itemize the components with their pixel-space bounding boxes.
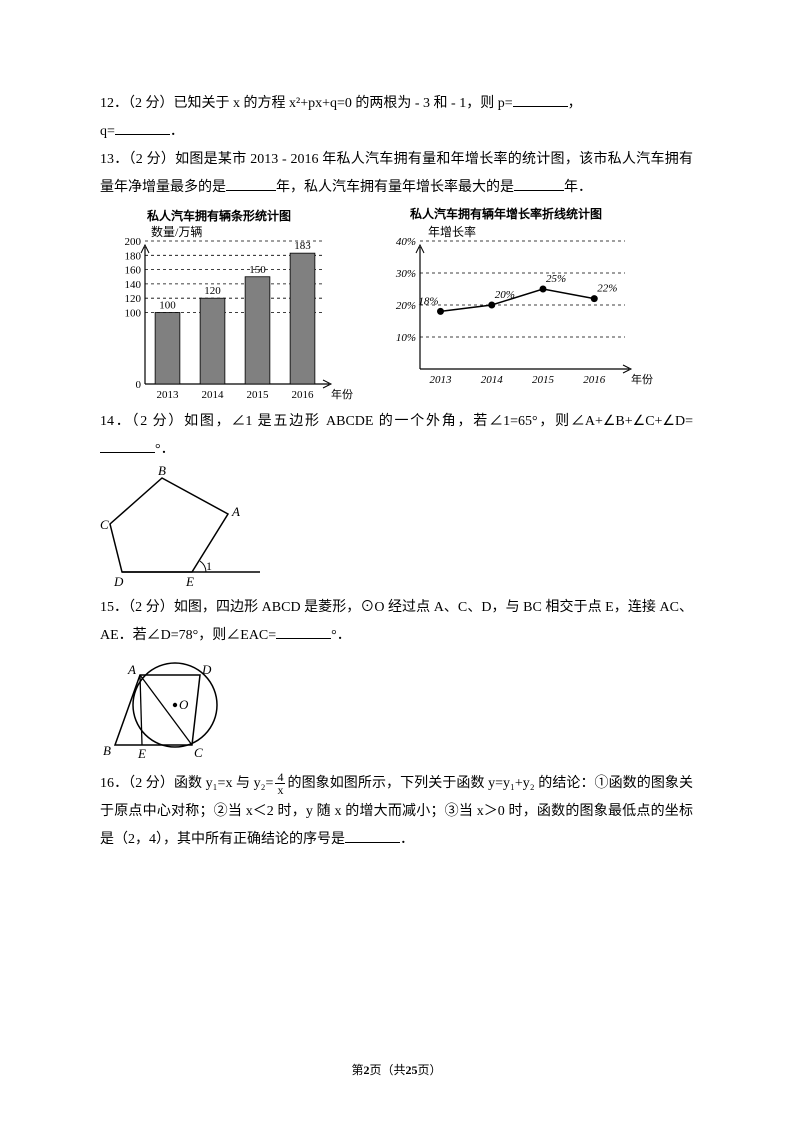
page: 12．（2 分）已知关于 x 的方程 x²+px+q=0 的两根为 - 3 和 … — [0, 0, 793, 1122]
question-16: 16．（2 分）函数 y₁=x 与 y₂=4x的图象如图所示，下列关于函数 y=… — [100, 770, 693, 854]
q15-text-a: 15．（2 分）如图，四边形 ABCD 是菱形，⊙O 经过点 A、C、D，与 B… — [100, 600, 693, 643]
q13-text-b: 年，私人汽车拥有量年增长率最大的是 — [276, 180, 514, 195]
q14-blank — [100, 438, 155, 453]
q12-blank-q — [115, 120, 170, 135]
svg-text:C: C — [100, 517, 109, 532]
svg-text:120: 120 — [125, 293, 142, 305]
line-chart: 私人汽车拥有辆年增长率折线统计图年增长率 10% 20% 30% 40% 18% 2013 2… — [370, 206, 660, 391]
svg-text:140: 140 — [125, 279, 142, 291]
svg-text:183: 183 — [294, 240, 311, 252]
svg-text:B: B — [103, 743, 111, 758]
q16-blank — [345, 828, 400, 843]
q13-blank-1 — [226, 176, 276, 191]
footer-total: 25 — [406, 1063, 418, 1077]
svg-text:100: 100 — [159, 300, 176, 312]
page-footer: 第2页（共25页） — [0, 1058, 793, 1082]
circle-figure: A D C B E O — [100, 650, 240, 770]
q12-text-b: ， — [568, 96, 582, 111]
svg-text:100: 100 — [125, 308, 142, 320]
svg-text:0: 0 — [136, 379, 142, 391]
svg-text:A: A — [231, 504, 240, 519]
svg-text:1: 1 — [206, 559, 212, 573]
svg-text:2015: 2015 — [532, 374, 555, 386]
svg-text:2015: 2015 — [247, 389, 270, 401]
bar-chart: 私人汽车拥有辆条形统计图数量/万辆 0 100 120 140 160 180 200 100 2… — [100, 206, 360, 406]
svg-text:18%: 18% — [418, 295, 438, 307]
svg-text:数量/万辆: 数量/万辆 — [151, 224, 202, 239]
question-15: 15．（2 分）如图，四边形 ABCD 是菱形，⊙O 经过点 A、C、D，与 B… — [100, 594, 693, 650]
svg-text:40%: 40% — [396, 236, 416, 248]
svg-text:150: 150 — [249, 264, 266, 276]
svg-text:D: D — [113, 574, 124, 589]
q12-blank-p — [513, 92, 568, 107]
footer-prefix: 第 — [351, 1063, 363, 1077]
svg-text:25%: 25% — [546, 273, 566, 285]
svg-text:E: E — [137, 746, 146, 761]
q12-text-d: ． — [170, 124, 184, 139]
svg-text:20%: 20% — [396, 300, 416, 312]
svg-text:10%: 10% — [396, 332, 416, 344]
q16-text-c: ． — [400, 832, 414, 847]
question-12: 12．（2 分）已知关于 x 的方程 x²+px+q=0 的两根为 - 3 和 … — [100, 90, 693, 118]
svg-text:2013: 2013 — [430, 374, 453, 386]
svg-text:A: A — [127, 662, 136, 677]
footer-suffix: 页） — [418, 1063, 442, 1077]
svg-text:E: E — [185, 574, 194, 589]
svg-text:180: 180 — [125, 250, 142, 262]
svg-text:2014: 2014 — [202, 389, 225, 401]
svg-text:O: O — [179, 697, 189, 712]
chart-row: 私人汽车拥有辆条形统计图数量/万辆 0 100 120 140 160 180 200 100 2… — [100, 206, 693, 406]
svg-text:2016: 2016 — [292, 389, 315, 401]
fraction-4-over-x: 4x — [275, 771, 285, 796]
svg-text:2013: 2013 — [157, 389, 180, 401]
q14-text-b: °． — [155, 442, 175, 457]
svg-text:30%: 30% — [395, 268, 416, 280]
svg-text:年份: 年份 — [631, 372, 653, 386]
footer-mid: 页（共 — [369, 1063, 405, 1077]
svg-text:私人汽车拥有辆条形统计图: 私人汽车拥有辆条形统计图 — [146, 208, 291, 223]
svg-text:2014: 2014 — [481, 374, 504, 386]
q14-text-a: 14．（2 分）如图，∠1 是五边形 ABCDE 的一个外角，若∠1=65°，则… — [100, 414, 693, 429]
question-14: 14．（2 分）如图，∠1 是五边形 ABCDE 的一个外角，若∠1=65°，则… — [100, 408, 693, 464]
svg-text:年份: 年份 — [331, 387, 353, 401]
frac-den: x — [275, 784, 285, 796]
svg-text:120: 120 — [204, 285, 221, 297]
svg-text:160: 160 — [125, 265, 142, 277]
q13-text-c: 年． — [564, 180, 592, 195]
question-12-line2: q= ． — [100, 118, 693, 146]
svg-text:22%: 22% — [597, 283, 617, 295]
q12-text-c: q= — [100, 124, 115, 139]
footer-text: 第2页（共25页） — [351, 1058, 441, 1082]
q15-text-b: °． — [331, 628, 351, 643]
svg-text:C: C — [194, 745, 203, 760]
q15-blank — [276, 624, 331, 639]
svg-text:200: 200 — [125, 236, 142, 248]
svg-text:D: D — [201, 662, 212, 677]
svg-text:2016: 2016 — [583, 374, 606, 386]
svg-text:年增长率: 年增长率 — [428, 224, 476, 239]
q13-blank-2 — [514, 176, 564, 191]
svg-text:B: B — [158, 464, 166, 478]
svg-text:私人汽车拥有辆年增长率折线统计图: 私人汽车拥有辆年增长率折线统计图 — [409, 206, 602, 221]
q16-text-a: 16．（2 分）函数 y₁=x 与 y₂= — [100, 776, 273, 791]
question-13: 13．（2 分）如图是某市 2013 - 2016 年私人汽车拥有量和年增长率的… — [100, 146, 693, 202]
q12-text-a: 12．（2 分）已知关于 x 的方程 x²+px+q=0 的两根为 - 3 和 … — [100, 96, 513, 111]
svg-text:20%: 20% — [495, 289, 515, 301]
pentagon-figure: B A C D E1 — [100, 464, 270, 594]
